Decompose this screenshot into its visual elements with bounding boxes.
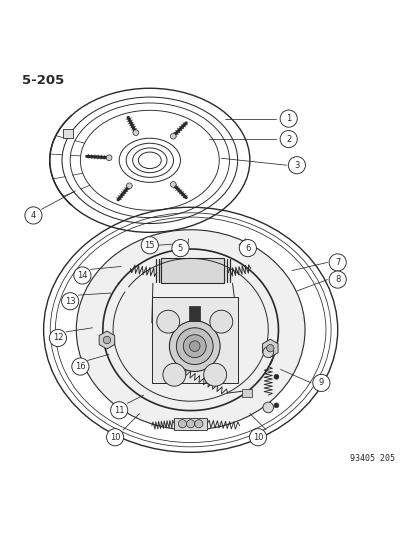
Circle shape: [157, 310, 179, 333]
Text: 5-205: 5-205: [22, 74, 64, 87]
FancyBboxPatch shape: [161, 258, 224, 283]
Circle shape: [280, 131, 297, 148]
Text: 11: 11: [114, 406, 124, 415]
Text: 3: 3: [294, 161, 299, 169]
Text: 15: 15: [144, 241, 155, 250]
Circle shape: [194, 419, 202, 428]
Text: 1: 1: [285, 114, 291, 123]
Circle shape: [273, 403, 278, 408]
Circle shape: [170, 182, 176, 187]
Circle shape: [110, 402, 128, 419]
Text: 7: 7: [334, 258, 339, 267]
Circle shape: [62, 293, 78, 310]
Text: 10: 10: [252, 433, 263, 442]
Text: 5: 5: [178, 244, 183, 253]
Circle shape: [25, 207, 42, 224]
Text: 9: 9: [318, 378, 323, 387]
Circle shape: [262, 402, 273, 413]
Text: 93405 205: 93405 205: [349, 454, 394, 463]
Bar: [174, 418, 206, 430]
Circle shape: [49, 329, 66, 346]
Circle shape: [328, 254, 345, 271]
Circle shape: [287, 157, 305, 174]
Text: 10: 10: [109, 433, 120, 442]
Circle shape: [162, 364, 185, 386]
Text: 14: 14: [77, 271, 88, 280]
Text: 16: 16: [75, 362, 85, 371]
Bar: [152, 297, 237, 383]
Text: 2: 2: [285, 134, 291, 143]
Circle shape: [266, 344, 273, 352]
Text: 4: 4: [31, 211, 36, 220]
Circle shape: [186, 419, 194, 428]
Bar: [189, 306, 199, 321]
Bar: [241, 389, 252, 397]
Circle shape: [189, 341, 199, 351]
Circle shape: [183, 335, 206, 358]
Circle shape: [170, 133, 176, 139]
Circle shape: [178, 419, 186, 428]
FancyBboxPatch shape: [63, 128, 73, 139]
Circle shape: [133, 130, 138, 135]
Ellipse shape: [43, 207, 337, 453]
Circle shape: [209, 310, 232, 333]
Circle shape: [106, 155, 112, 160]
Circle shape: [203, 364, 226, 386]
Circle shape: [74, 267, 91, 284]
Text: 12: 12: [52, 334, 63, 343]
Text: 8: 8: [334, 275, 339, 284]
Circle shape: [106, 429, 123, 446]
Circle shape: [103, 336, 110, 344]
Circle shape: [169, 321, 220, 372]
Circle shape: [126, 183, 132, 189]
Circle shape: [249, 429, 266, 446]
Circle shape: [141, 237, 158, 254]
Circle shape: [328, 271, 345, 288]
Circle shape: [280, 110, 297, 127]
Circle shape: [171, 239, 189, 257]
Ellipse shape: [76, 230, 304, 430]
Text: 13: 13: [65, 297, 75, 306]
Circle shape: [239, 239, 256, 257]
Circle shape: [71, 358, 89, 375]
Circle shape: [273, 374, 278, 379]
Circle shape: [312, 374, 329, 391]
Text: 6: 6: [244, 244, 250, 253]
Circle shape: [176, 328, 213, 365]
Circle shape: [262, 347, 273, 358]
